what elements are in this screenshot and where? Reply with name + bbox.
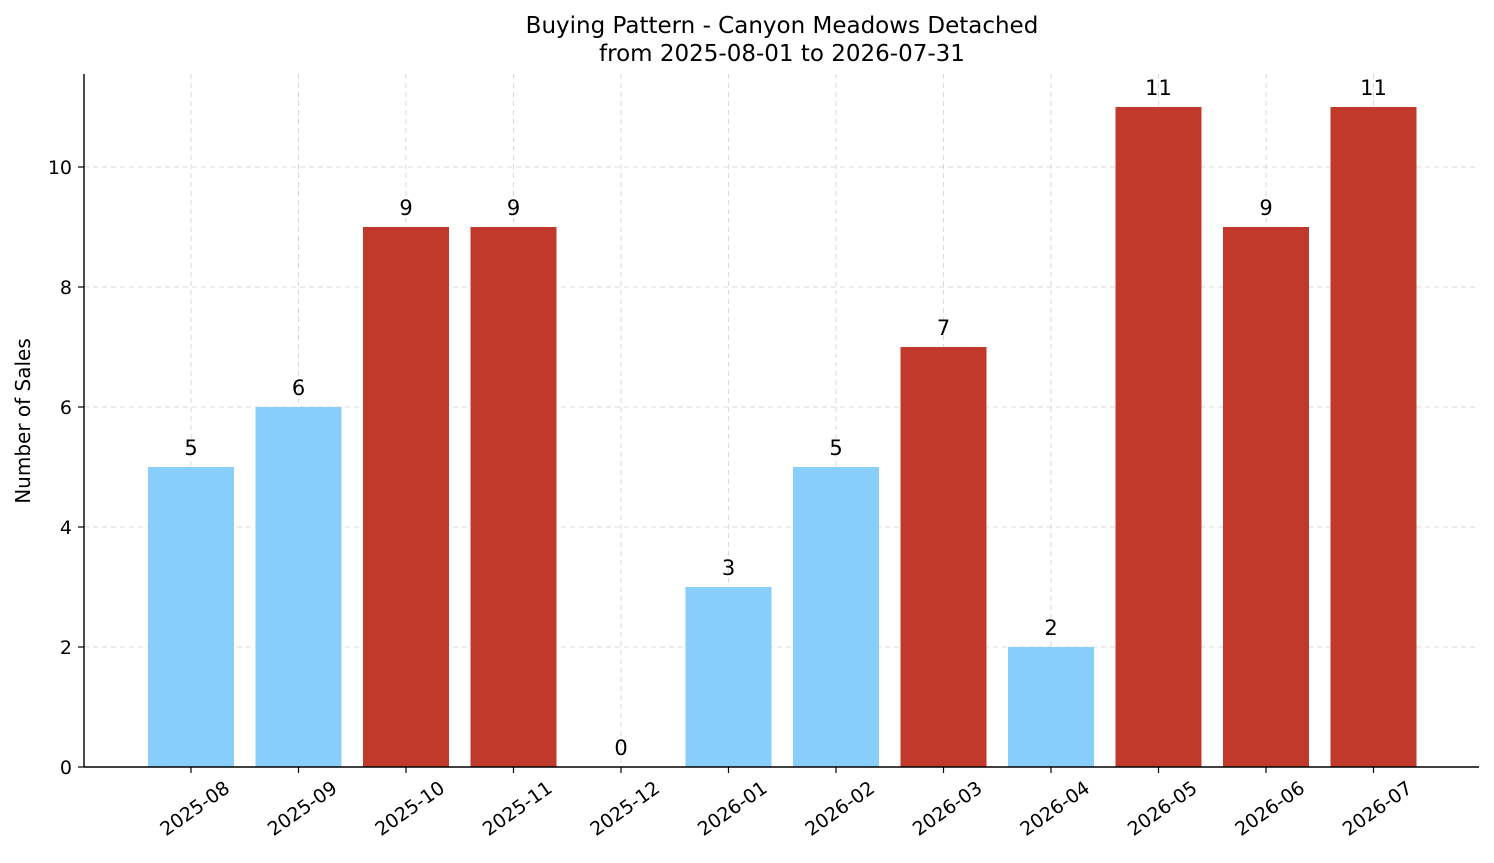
data-label: 0: [614, 736, 627, 760]
bar-2026-04: [1008, 647, 1094, 767]
x-tick-label: 2026-07: [1339, 777, 1417, 841]
bar-2025-08: [148, 467, 234, 767]
data-label: 7: [937, 316, 950, 340]
x-tick-label: 2025-09: [264, 777, 342, 841]
bar-2026-07: [1330, 107, 1417, 767]
data-label: 11: [1145, 76, 1172, 100]
data-label: 9: [1259, 196, 1272, 220]
y-axis-label: Number of Sales: [11, 338, 35, 504]
y-tick-label: 6: [60, 397, 72, 419]
chart-title: Buying Pattern - Canyon Meadows Detached: [526, 13, 1039, 39]
y-tick-label: 4: [60, 517, 72, 539]
x-tick-label: 2025-11: [479, 777, 557, 841]
x-tick-label: 2026-02: [801, 777, 879, 841]
data-label: 11: [1360, 76, 1387, 100]
x-tick-label: 2025-10: [371, 777, 449, 841]
bar-2026-05: [1115, 107, 1202, 767]
data-labels: 5 6 9 9 0 3 5 7 2 11 9 11: [184, 76, 1387, 760]
bar-2026-06: [1223, 227, 1309, 767]
chart-subtitle: from 2025-08-01 to 2026-07-31: [599, 41, 965, 67]
x-tick-label: 2026-04: [1016, 777, 1094, 841]
y-tick-label: 0: [60, 757, 72, 779]
data-label: 3: [722, 556, 735, 580]
bar-2025-11: [470, 227, 557, 767]
data-label: 9: [507, 196, 520, 220]
data-label: 5: [829, 436, 842, 460]
x-tick-label: 2026-05: [1124, 777, 1202, 841]
x-tick-label: 2026-01: [694, 777, 772, 841]
bar-2026-02: [793, 467, 879, 767]
x-tick-label: 2025-08: [156, 777, 234, 841]
bar-2025-09: [255, 407, 342, 767]
y-tick-label: 8: [60, 277, 72, 299]
data-label: 5: [184, 436, 197, 460]
bar-2026-01: [685, 587, 772, 767]
y-tick-label: 10: [48, 157, 72, 179]
data-label: 6: [292, 376, 305, 400]
data-label: 9: [399, 196, 412, 220]
y-tick-label: 2: [60, 637, 72, 659]
x-tick-label: 2025-12: [586, 777, 664, 841]
bar-2026-03: [900, 347, 987, 767]
x-tick-label: 2026-06: [1231, 777, 1309, 841]
x-tick-label: 2026-03: [909, 777, 987, 841]
bars: [148, 107, 1417, 767]
data-label: 2: [1044, 616, 1057, 640]
bar-2025-10: [363, 227, 449, 767]
